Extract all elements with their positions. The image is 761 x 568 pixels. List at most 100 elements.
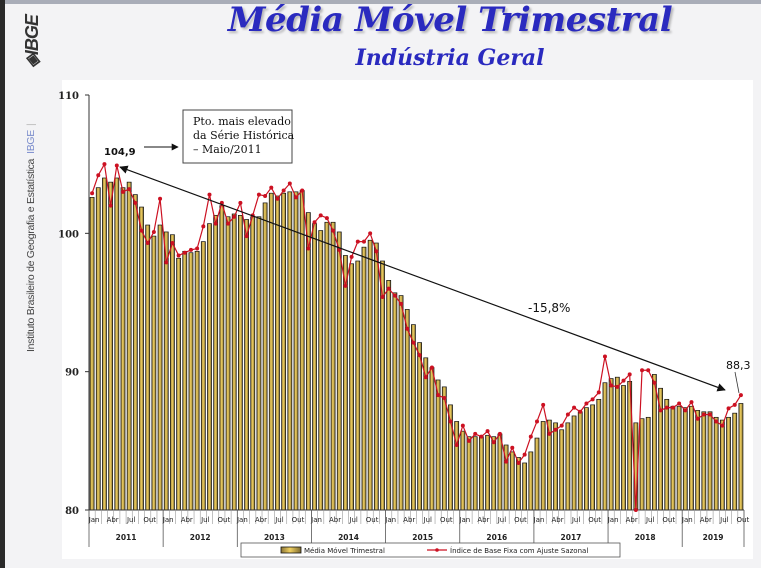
line-point [263,193,268,198]
bar [608,378,614,511]
legend-bar-swatch [280,546,302,554]
bar [577,411,583,511]
line-point [695,416,700,421]
legend: Média Móvel Trimestral Índice de Base Fi… [240,542,621,558]
bar [102,177,107,511]
legend-line-label: Índice de Base Fixa com Ajuste Sazonal [450,546,588,555]
line-point [609,383,614,388]
line-point [621,378,626,383]
bar [429,367,435,511]
bar [151,235,157,511]
line-point [312,220,317,225]
month-label: Abr [403,516,415,524]
change-label: -15,8% [528,301,570,315]
line-point [454,442,459,447]
line-point [164,260,169,265]
line-series [90,162,743,512]
y-tick-label: 90 [65,368,79,379]
bar [157,224,163,511]
line-point [615,384,620,389]
line-point [96,173,101,178]
line-point [504,459,509,464]
line-point [158,196,163,201]
line-point [232,214,237,219]
bar [238,215,243,511]
line-point [479,434,484,439]
year-label: 2015 [412,533,433,542]
line-point [510,445,515,450]
bar [275,195,280,511]
bar [738,403,744,511]
year-label: 2012 [190,533,211,542]
month-label: Jan [310,516,322,524]
month-label: Abr [181,516,193,524]
line-point [343,283,348,288]
bar [281,192,287,511]
bar [466,436,472,511]
line-point [392,293,397,298]
bar [250,216,256,511]
line-point [151,229,156,234]
month-label: Jul [423,516,433,524]
line-point [213,221,218,226]
line-point [701,412,706,417]
bar [392,292,398,511]
line-point [640,368,645,373]
line-point [182,250,187,255]
month-label: Out [514,516,527,524]
bar [676,405,682,511]
year-label: 2011 [116,533,137,542]
bar [299,190,305,511]
bar [126,181,132,511]
bar [497,433,503,511]
line-point [133,200,138,205]
bar [695,410,701,511]
line-point [726,406,731,411]
left-window-edge [0,0,5,568]
bar [293,191,299,511]
bar [324,221,330,511]
bar [398,295,404,511]
bar [553,422,558,511]
bar [596,398,602,511]
line-point [714,419,719,424]
bar [404,309,410,511]
bar [312,223,317,511]
bar [614,376,620,511]
line-point [547,431,552,436]
month-label: Abr [551,516,563,524]
line-point [102,162,107,167]
month-label: Jan [681,516,693,524]
line-point [590,397,595,402]
line-point [386,286,391,291]
bar [454,421,460,511]
line-point [658,408,663,413]
line-point [90,191,95,196]
bar [114,177,120,511]
bar-series [89,177,744,511]
line-point [244,234,249,239]
month-label: Jul [497,516,507,524]
bar [652,374,657,511]
axes: 80 90 100 110 Jan Abr Jul Out Jan Abr Jul Out Jan Abr… [58,91,750,547]
month-label: Jul [645,516,655,524]
line-point [565,412,570,417]
last-value-leader [734,371,740,394]
bar [318,230,324,511]
bar [367,239,373,511]
line-point [720,423,725,428]
bar [590,404,595,511]
line-point [738,393,743,398]
bar [645,416,651,511]
bar [225,216,231,511]
line-point [318,213,323,218]
month-label: Abr [107,516,119,524]
month-label: Abr [626,516,638,524]
line-point [324,216,329,221]
bar [176,257,181,511]
line-point [602,354,607,359]
bar [95,187,101,511]
line-point [516,460,521,465]
line-point [460,423,465,428]
